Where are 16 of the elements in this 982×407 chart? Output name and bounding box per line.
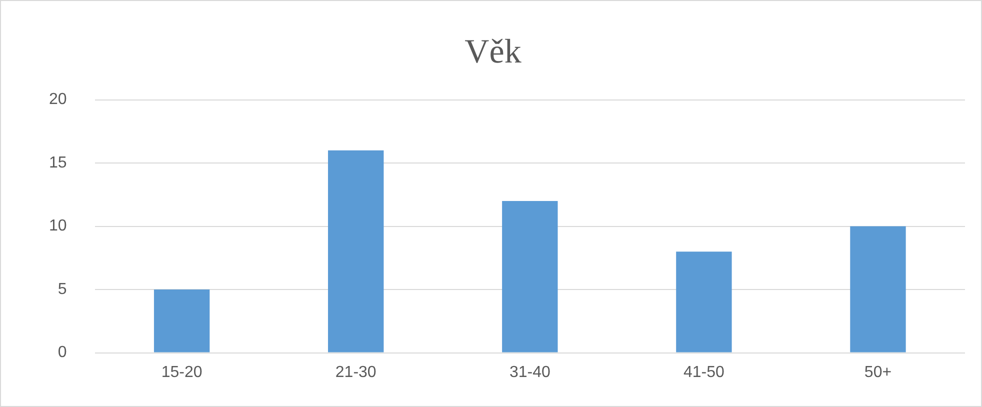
y-tick-label: 20 (49, 91, 67, 108)
x-tick-label: 50+ (864, 364, 892, 381)
y-tick-label: 5 (58, 280, 67, 298)
bar (850, 226, 906, 352)
bar (154, 290, 210, 352)
x-tick-label: 31-40 (509, 364, 550, 381)
x-tick-label: 41-50 (683, 364, 724, 381)
y-tick-label: 15 (49, 154, 67, 172)
bar (502, 201, 558, 352)
x-tick-label: 15-20 (161, 364, 202, 381)
bar (676, 252, 732, 352)
x-tick-label: 21-30 (335, 364, 376, 381)
chart-title: Věk (464, 33, 522, 70)
bar (328, 150, 384, 352)
y-tick-label: 0 (58, 344, 67, 362)
y-tick-label: 10 (49, 218, 67, 235)
